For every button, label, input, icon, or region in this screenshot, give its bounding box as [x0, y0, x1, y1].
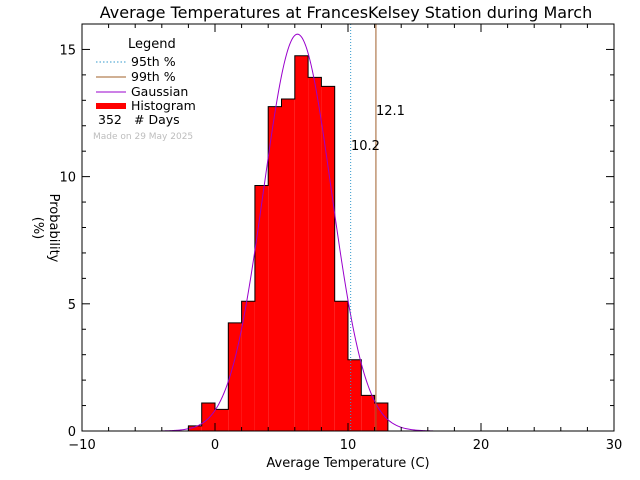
legend-days-count: 352	[98, 112, 122, 127]
legend-title: Legend	[128, 37, 176, 52]
chart-title: Average Temperatures at FrancesKelsey St…	[100, 3, 592, 22]
x-tick-label: 10	[340, 438, 357, 453]
histogram-bar	[268, 106, 282, 431]
y-axis-label: Probability	[46, 194, 61, 263]
histogram-bar	[334, 301, 348, 431]
histogram-bar	[228, 322, 242, 431]
histogram-bar	[241, 301, 255, 431]
legend-label-gaussian: Gaussian	[131, 84, 188, 99]
y-tick-label: 0	[68, 425, 76, 440]
x-tick-label: 20	[473, 438, 490, 453]
histogram-bar	[281, 99, 295, 432]
histogram-bar	[361, 395, 375, 431]
made-on-note: Made on 29 May 2025	[93, 132, 193, 142]
histogram-bar	[374, 403, 388, 431]
y-axis-unit: (%)	[30, 217, 45, 240]
gaussian-curve	[161, 33, 434, 432]
plot-area	[161, 24, 434, 432]
x-tick-label: 0	[211, 438, 219, 453]
legend-label-p95: 95th %	[131, 54, 176, 69]
legend-days-label: # Days	[134, 112, 180, 127]
histogram-bar	[201, 403, 215, 431]
legend-label-histogram: Histogram	[131, 98, 196, 113]
histogram-bar	[321, 86, 335, 432]
x-tick-label: 30	[606, 438, 623, 453]
x-tick-label: −10	[68, 438, 95, 453]
histogram-bar	[188, 425, 202, 431]
y-tick-label: 15	[59, 43, 76, 58]
p95-value-label: 10.2	[351, 139, 380, 154]
p99-value-label: 12.1	[376, 104, 405, 119]
histogram-outline	[187, 55, 389, 431]
y-tick-label: 10	[59, 171, 76, 186]
legend-label-p99: 99th %	[131, 69, 176, 84]
histogram-bar	[308, 77, 322, 431]
histogram-bar	[254, 185, 269, 431]
x-axis-label: Average Temperature (C)	[266, 456, 429, 471]
histogram-bar	[215, 409, 229, 431]
legend: Legend 95th % 99th % Gaussian Histogram …	[93, 37, 196, 142]
histogram-bar	[294, 55, 309, 431]
y-tick-label: 5	[68, 298, 76, 313]
histogram-bar	[348, 359, 362, 431]
